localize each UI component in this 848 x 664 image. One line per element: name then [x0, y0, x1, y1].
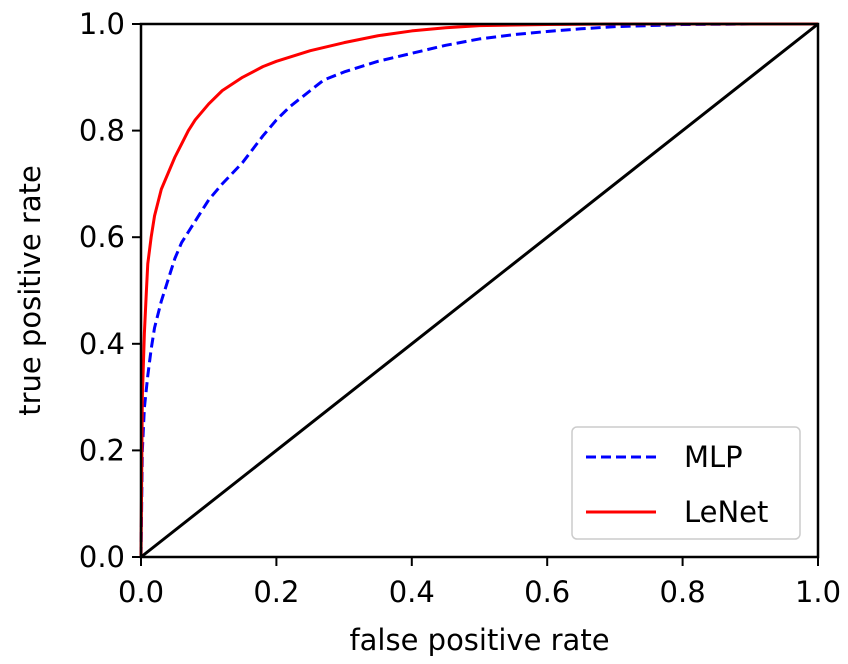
plot-frame: [139, 22, 820, 559]
y-tick-label: 0.8: [79, 114, 125, 148]
y-tick-label: 0.4: [79, 327, 125, 361]
y-axis-label: true positive rate: [13, 165, 47, 416]
series-line-diagonal: [140, 22, 819, 559]
x-tick-label: 0.0: [118, 575, 164, 609]
y-tick-label: 0.6: [79, 220, 125, 254]
x-tick-label: 0.8: [660, 575, 706, 609]
axes: 0.0 0.2 0.4 0.6 0.8 1.0 0.0 0.2 0.4 0.6 0.8 1.0: [79, 7, 841, 609]
x-tick-label: 0.6: [524, 575, 570, 609]
legend: MLP LeNet: [571, 426, 801, 540]
legend-label-mlp: MLP: [684, 440, 743, 474]
x-tick-label: 1.0: [795, 575, 841, 609]
x-tick-label: 0.4: [389, 575, 435, 609]
x-tick-label: 0.2: [253, 575, 299, 609]
y-tick-label: 0.0: [79, 540, 125, 574]
x-axis-label: false positive rate: [349, 623, 609, 657]
y-tick-label: 0.2: [79, 433, 125, 467]
y-tick-label: 1.0: [79, 7, 125, 41]
series-line-mlp: [139, 22, 818, 558]
legend-label-lenet: LeNet: [684, 495, 768, 529]
